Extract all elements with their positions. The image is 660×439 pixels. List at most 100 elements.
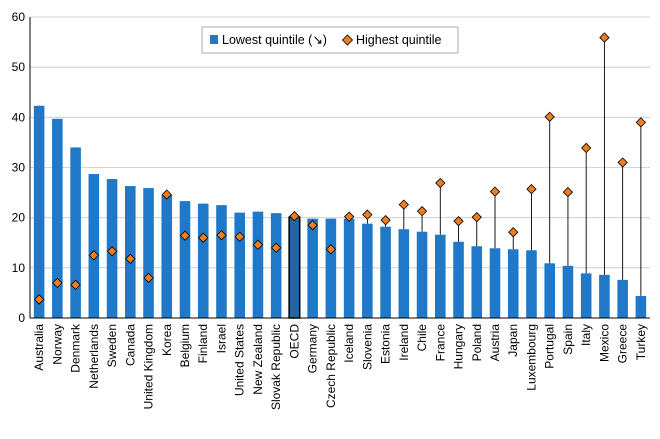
bar: [33, 105, 45, 318]
x-tick-label: Austria: [488, 324, 502, 362]
x-tick-label: New Zealand: [251, 324, 265, 395]
marker: [416, 205, 428, 217]
x-tick-label: Hungary: [452, 324, 466, 369]
bar: [380, 226, 391, 318]
x-tick-label: Spain: [561, 324, 575, 355]
x-tick-label: Netherlands: [87, 324, 101, 389]
marker: [471, 211, 482, 223]
marker: [106, 246, 118, 257]
bar: [471, 246, 483, 318]
marker: [143, 272, 154, 284]
x-tick-label: Ireland: [397, 324, 411, 361]
marker: [307, 220, 318, 231]
marker: [562, 186, 574, 198]
marker: [489, 186, 501, 197]
x-tick-label: Australia: [32, 324, 46, 371]
y-tick-label: 40: [12, 110, 26, 124]
x-tick-label: Chile: [415, 324, 429, 352]
bar: [307, 218, 318, 318]
bar: [635, 295, 647, 318]
x-tick-label: Czech Republic: [324, 324, 338, 408]
bar: [507, 249, 519, 318]
bar: [197, 203, 209, 318]
bar: [398, 229, 410, 318]
marker: [453, 216, 464, 227]
marker: [271, 242, 282, 253]
x-tick-label: Belgium: [178, 324, 192, 367]
y-tick-label: 20: [12, 211, 26, 225]
legend-label-lowest: Lowest quintile (↘): [222, 33, 327, 47]
marker: [380, 215, 391, 226]
bar: [143, 188, 154, 318]
x-tick-label: Poland: [470, 324, 484, 361]
x-tick-label: Canada: [123, 324, 137, 366]
bar: [125, 186, 136, 318]
marker: [70, 279, 81, 291]
x-tick-label: Italy: [579, 324, 593, 346]
bar: [416, 231, 428, 318]
bar: [562, 265, 574, 318]
bar: [617, 279, 628, 318]
bar: [70, 147, 81, 318]
legend: Lowest quintile (↘) Highest quintile: [201, 26, 459, 54]
bar: [453, 241, 464, 318]
legend-box: [201, 26, 459, 54]
y-tick-label: 50: [12, 60, 26, 74]
marker: [508, 227, 519, 238]
x-tick-label: Iceland: [342, 324, 356, 363]
x-tick-label: Israel: [214, 324, 228, 353]
marker: [179, 230, 191, 241]
x-tick-label: United Kingdom: [142, 324, 156, 409]
marker: [161, 189, 172, 200]
bar: [270, 213, 282, 318]
marker: [544, 111, 555, 122]
y-tick-label: 60: [12, 10, 26, 24]
marker: [252, 239, 264, 250]
marker: [526, 183, 537, 195]
marker: [617, 157, 628, 168]
marker: [599, 32, 610, 43]
bar: [599, 274, 610, 318]
y-axis: 0 10 20 30 40 50 60: [12, 10, 31, 325]
marker: [343, 211, 355, 222]
x-tick-label: Luxembourg: [524, 324, 538, 391]
x-tick-label: Portugal: [543, 324, 557, 369]
marker: [125, 253, 136, 264]
legend-swatch-lowest: [210, 35, 218, 44]
x-tick-label: Mexico: [597, 324, 611, 362]
x-tick-label: Korea: [160, 324, 174, 356]
x-tick-label: Sweden: [105, 324, 119, 367]
x-tick-label: Greece: [616, 324, 630, 364]
x-tick-label: United States: [233, 324, 247, 396]
bars: [33, 105, 647, 319]
x-tick-label: France: [433, 324, 447, 362]
bar: [343, 218, 355, 318]
marker: [198, 232, 209, 243]
x-tick-label: Turkey: [634, 324, 648, 360]
y-tick-label: 0: [18, 311, 25, 325]
bar: [52, 118, 63, 318]
bar: [325, 218, 337, 318]
bar: [362, 223, 373, 318]
x-axis: Australia Norway Denmark Netherlands Sweden C…: [30, 317, 650, 410]
bar: [234, 212, 245, 318]
markers: [33, 32, 647, 305]
marker: [325, 244, 337, 255]
legend-label-highest: Highest quintile: [356, 33, 442, 47]
x-tick-label: Denmark: [69, 323, 83, 373]
x-tick-label: Norway: [50, 324, 64, 365]
marker: [398, 199, 409, 210]
marker: [435, 177, 446, 189]
bar: [252, 211, 264, 318]
bar: [489, 248, 501, 318]
bar: [216, 205, 227, 318]
marker: [362, 209, 373, 220]
x-tick-label: Japan: [506, 324, 520, 357]
bar: [526, 250, 537, 318]
y-tick-label: 10: [12, 261, 26, 275]
x-tick-label: OECD: [287, 324, 301, 359]
marker: [52, 277, 63, 289]
bar: [544, 263, 555, 318]
x-tick-label: Slovenia: [360, 324, 374, 370]
